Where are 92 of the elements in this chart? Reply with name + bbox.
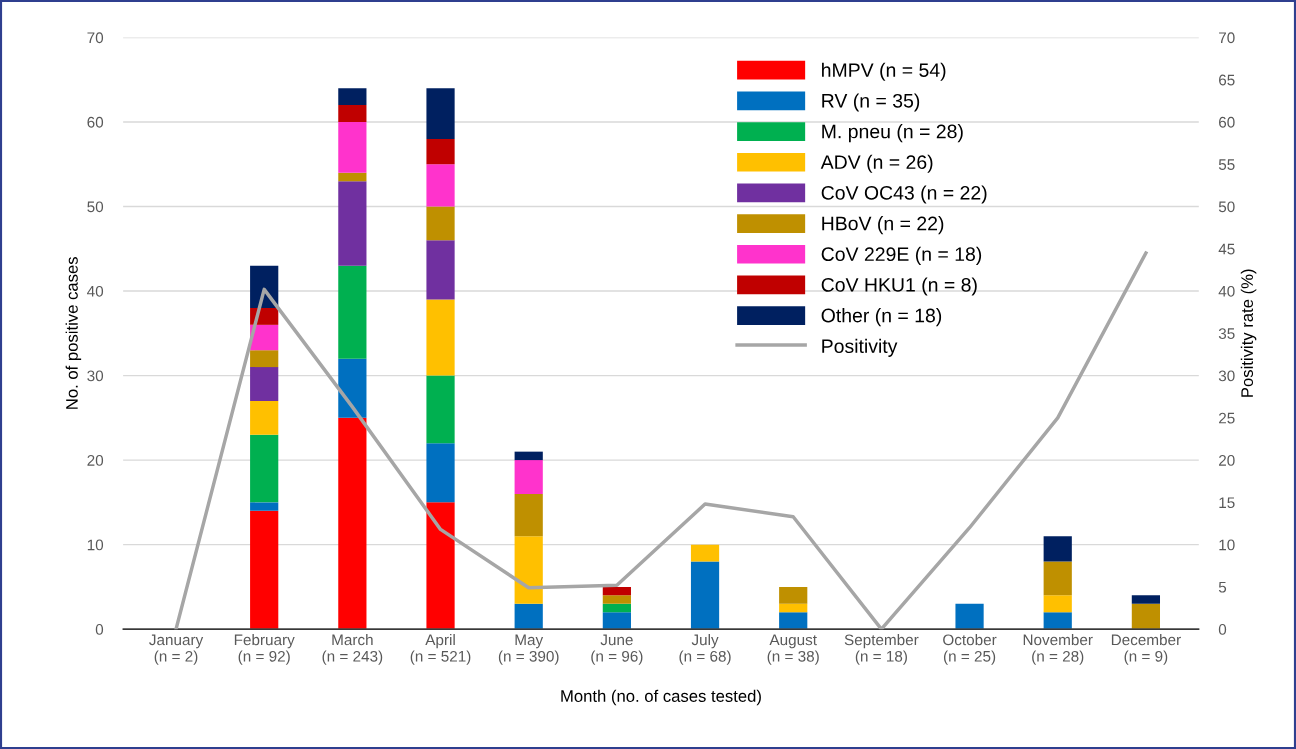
x-tick-label: October (n = 25) bbox=[943, 634, 997, 665]
bar bbox=[426, 88, 455, 139]
legend-label: ADV (n = 26) bbox=[820, 154, 933, 173]
bar bbox=[250, 434, 279, 503]
bar bbox=[338, 265, 367, 359]
y2-tick-label: 25 bbox=[1219, 412, 1235, 424]
legend-label: hMPV (n = 54) bbox=[822, 62, 946, 81]
legend-label: HBoV (n = 22) bbox=[822, 216, 944, 235]
bar bbox=[338, 88, 367, 106]
bar bbox=[338, 105, 367, 122]
bar bbox=[338, 358, 367, 418]
x-tick-label: July (n = 68) bbox=[679, 634, 731, 665]
bar bbox=[250, 502, 279, 511]
y2-tick-label: 50 bbox=[1218, 201, 1235, 213]
bar bbox=[602, 603, 631, 613]
bar bbox=[690, 544, 720, 562]
y2-tick-label: 45 bbox=[1218, 243, 1235, 255]
bar bbox=[250, 367, 279, 401]
y-tick-label: 20 bbox=[87, 454, 104, 466]
bar bbox=[426, 138, 455, 165]
x-tick-label: January (n = 2) bbox=[149, 634, 204, 665]
x-tick-label: November (n = 28) bbox=[1023, 634, 1093, 665]
y2-tick-label: 10 bbox=[1219, 539, 1235, 551]
bar bbox=[426, 206, 455, 241]
bar bbox=[602, 586, 631, 596]
bar bbox=[514, 603, 543, 630]
y2-tick-label: 30 bbox=[1218, 370, 1235, 382]
bar bbox=[1131, 595, 1160, 604]
bar bbox=[338, 172, 367, 182]
y2-tick-label: 60 bbox=[1219, 116, 1235, 128]
bar bbox=[338, 417, 367, 630]
bar bbox=[1043, 536, 1072, 562]
y2-tick-label: 70 bbox=[1219, 32, 1235, 44]
y2-tick-label: 5 bbox=[1218, 581, 1227, 593]
bar bbox=[426, 240, 455, 300]
y-tick-label: 30 bbox=[87, 370, 104, 382]
bar bbox=[514, 536, 543, 604]
y2-tick-label: 40 bbox=[1218, 285, 1235, 297]
x-tick-label: February (n = 92) bbox=[234, 634, 295, 665]
bar bbox=[779, 603, 808, 613]
bar bbox=[1043, 561, 1072, 596]
bar bbox=[338, 181, 367, 266]
y-tick-label: 60 bbox=[87, 116, 104, 128]
y-tick-label: 0 bbox=[95, 624, 104, 635]
bar bbox=[426, 443, 455, 503]
legend-label: CoV HKU1 (n = 8) bbox=[821, 277, 977, 296]
y2-axis-title: Positivity rate (%) bbox=[1240, 269, 1257, 397]
y2-tick-label: 65 bbox=[1219, 74, 1235, 86]
bar bbox=[514, 460, 543, 494]
bar bbox=[602, 595, 631, 604]
y2-tick-label: 15 bbox=[1219, 497, 1235, 509]
bar bbox=[514, 493, 543, 537]
y-axis-title: No. of positive cases bbox=[65, 257, 82, 409]
y-tick-label: 70 bbox=[87, 32, 104, 44]
x-tick-label: May (n = 390) bbox=[498, 634, 559, 665]
bar bbox=[1043, 595, 1072, 613]
bar bbox=[602, 612, 631, 630]
legend-label: RV (n = 35) bbox=[822, 93, 920, 112]
y2-tick-label: 35 bbox=[1218, 328, 1235, 339]
x-axis-title: Month (no. of cases tested) bbox=[561, 689, 761, 706]
bar bbox=[426, 299, 455, 376]
bar bbox=[514, 451, 543, 461]
legend-label: CoV 229E (n = 18) bbox=[821, 246, 982, 265]
bar bbox=[426, 375, 455, 444]
y2-tick-label: 55 bbox=[1218, 159, 1235, 170]
y-tick-label: 40 bbox=[87, 285, 104, 297]
x-tick-label: April (n = 521) bbox=[410, 634, 471, 665]
legend-label: CoV OC43 (n = 22) bbox=[821, 185, 987, 204]
x-tick-label: August (n = 38) bbox=[767, 634, 819, 665]
bar bbox=[779, 586, 808, 604]
bar bbox=[690, 561, 720, 630]
x-tick-label: March (n = 243) bbox=[322, 634, 383, 665]
bar bbox=[1043, 612, 1072, 630]
y-tick-label: 50 bbox=[87, 201, 104, 213]
legend-label: Positivity bbox=[822, 338, 898, 357]
bar bbox=[250, 400, 279, 435]
bar bbox=[426, 502, 455, 630]
x-tick-label: December (n = 9) bbox=[1111, 634, 1181, 665]
bar bbox=[955, 603, 984, 630]
bar bbox=[1131, 603, 1160, 630]
bar bbox=[779, 612, 808, 630]
y2-tick-label: 20 bbox=[1219, 454, 1235, 466]
bar bbox=[338, 121, 367, 173]
legend-label: M. pneu (n = 28) bbox=[822, 124, 963, 143]
bar bbox=[250, 510, 279, 630]
legend-label: Other (n = 18) bbox=[821, 308, 942, 327]
y-tick-label: 10 bbox=[87, 539, 104, 551]
x-tick-label: June (n = 96) bbox=[591, 634, 643, 665]
x-tick-label: September (n = 18) bbox=[844, 634, 919, 665]
bar bbox=[250, 350, 279, 368]
y2-tick-label: 0 bbox=[1218, 624, 1227, 635]
bar bbox=[426, 164, 455, 207]
